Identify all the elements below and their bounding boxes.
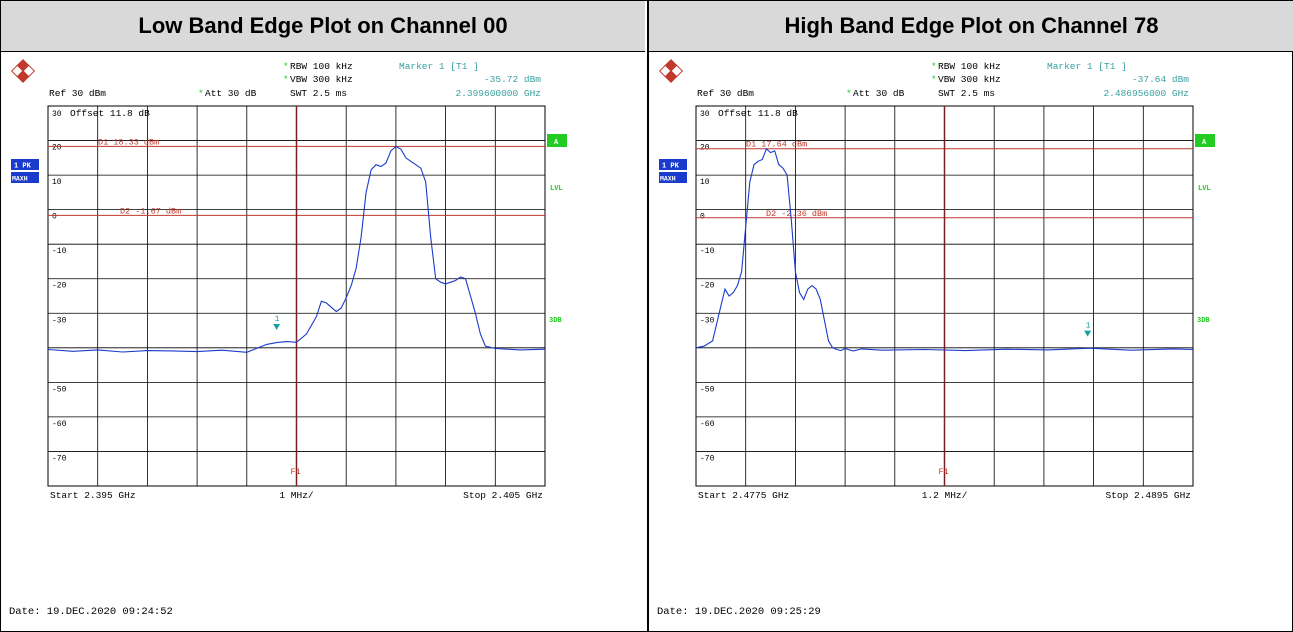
status-a-label: A (554, 139, 559, 147)
y-tick-label: -10 (52, 247, 67, 256)
y-tick-label: 20 (700, 144, 710, 153)
vbw-label: VBW 300 kHz (290, 74, 353, 85)
ref-level-label: Ref 30 dBm (697, 88, 754, 99)
vbw-star-icon: * (283, 74, 289, 85)
y-tick-label: -60 (700, 420, 715, 429)
marker-title: Marker 1 [T1 ] (399, 61, 479, 72)
att-star-icon: * (198, 88, 204, 99)
three-db-label: 3DB (1197, 317, 1210, 325)
rbw-label: RBW 100 kHz (938, 61, 1001, 72)
d1-label: D1 18.33 dBm (98, 137, 159, 147)
trace-badge (11, 159, 39, 170)
trace-label: 1 PK (14, 163, 32, 171)
marker-number-label: 1 (1086, 322, 1091, 331)
f1-label: F1 (939, 467, 949, 477)
date-stamp: Date: 19.DEC.2020 09:25:29 (657, 606, 821, 618)
mode-label: MAXH (12, 176, 28, 183)
trace-badge (659, 159, 687, 170)
mode-badge (659, 172, 687, 183)
y-tick-label: -30 (700, 316, 715, 325)
swt-label: SWT 2.5 ms (290, 88, 347, 99)
status-a-label: A (1202, 139, 1207, 147)
y-tick-label: -10 (700, 247, 715, 256)
y-tick-label: -20 (52, 282, 67, 291)
start-frequency-label: Start 2.395 GHz (50, 490, 136, 501)
marker-frequency: 2.399600000 GHz (455, 88, 541, 99)
panel-low-band: Low Band Edge Plot on Channel 00 * RBW 10… (1, 1, 645, 631)
status-a-badge (547, 134, 567, 147)
lvl-label: LVL (1198, 185, 1211, 193)
mode-badge (11, 172, 39, 183)
marker-frequency: 2.486956000 GHz (1103, 88, 1189, 99)
span-per-division-label: 1.2 MHz/ (922, 490, 968, 501)
y-tick-label: 0 (700, 213, 705, 222)
marker-number-label: 1 (275, 315, 280, 324)
y-tick-label: -20 (700, 282, 715, 291)
panel-high-band: High Band Edge Plot on Channel 78 * RBW 1… (647, 1, 1293, 631)
y-tick-label: -60 (52, 420, 67, 429)
vbw-star-icon: * (931, 74, 937, 85)
lvl-label: LVL (550, 185, 563, 193)
span-per-division-label: 1 MHz/ (279, 490, 314, 501)
d2-label: D2 -2.36 dBm (766, 209, 827, 219)
attenuation-label: Att 30 dB (205, 88, 257, 99)
rohde-schwarz-logo-icon (658, 58, 684, 84)
y-tick-label: 10 (700, 178, 710, 187)
y-tick-label: -50 (52, 385, 67, 394)
d2-label: D2 -1.67 dBm (120, 206, 181, 216)
d1-label: D1 17.64 dBm (746, 140, 807, 150)
three-db-label: 3DB (549, 317, 562, 325)
y-tick-label: 10 (52, 178, 62, 187)
stop-frequency-label: Stop 2.4895 GHz (1105, 490, 1191, 501)
spectrum-trace (47, 145, 546, 353)
date-stamp: Date: 19.DEC.2020 09:24:52 (9, 606, 173, 618)
y-tick-label: -70 (52, 454, 67, 463)
offset-label: Offset 11.8 dB (70, 108, 150, 119)
rohde-schwarz-logo-icon (10, 58, 36, 84)
stop-frequency-label: Stop 2.405 GHz (463, 490, 543, 501)
spectrum-trace (695, 147, 1194, 352)
offset-label: Offset 11.8 dB (718, 108, 798, 119)
y-tick-label: -30 (52, 316, 67, 325)
panel-title: High Band Edge Plot on Channel 78 (649, 1, 1293, 52)
y-tick-label: 30 (52, 110, 62, 119)
marker-triangle-icon (273, 324, 281, 331)
attenuation-label: Att 30 dB (853, 88, 905, 99)
status-a-badge (1195, 134, 1215, 147)
marker-level: -35.72 dBm (484, 74, 541, 85)
y-tick-label: 20 (52, 144, 62, 153)
ref-level-label: Ref 30 dBm (49, 88, 106, 99)
panel-title: Low Band Edge Plot on Channel 00 (1, 1, 645, 52)
rbw-star-icon: * (931, 61, 937, 72)
marker-title: Marker 1 [T1 ] (1047, 61, 1127, 72)
swt-label: SWT 2.5 ms (938, 88, 995, 99)
start-frequency-label: Start 2.4775 GHz (698, 490, 789, 501)
rbw-star-icon: * (283, 61, 289, 72)
mode-label: MAXH (660, 176, 676, 183)
y-tick-label: -70 (700, 454, 715, 463)
y-tick-label: -50 (700, 385, 715, 394)
marker-triangle-icon (1084, 330, 1092, 337)
marker-level: -37.64 dBm (1132, 74, 1189, 85)
y-tick-label: 30 (700, 110, 710, 119)
f1-label: F1 (291, 467, 301, 477)
vbw-label: VBW 300 kHz (938, 74, 1001, 85)
y-tick-label: 0 (52, 213, 57, 222)
att-star-icon: * (846, 88, 852, 99)
trace-label: 1 PK (662, 163, 680, 171)
rbw-label: RBW 100 kHz (290, 61, 353, 72)
